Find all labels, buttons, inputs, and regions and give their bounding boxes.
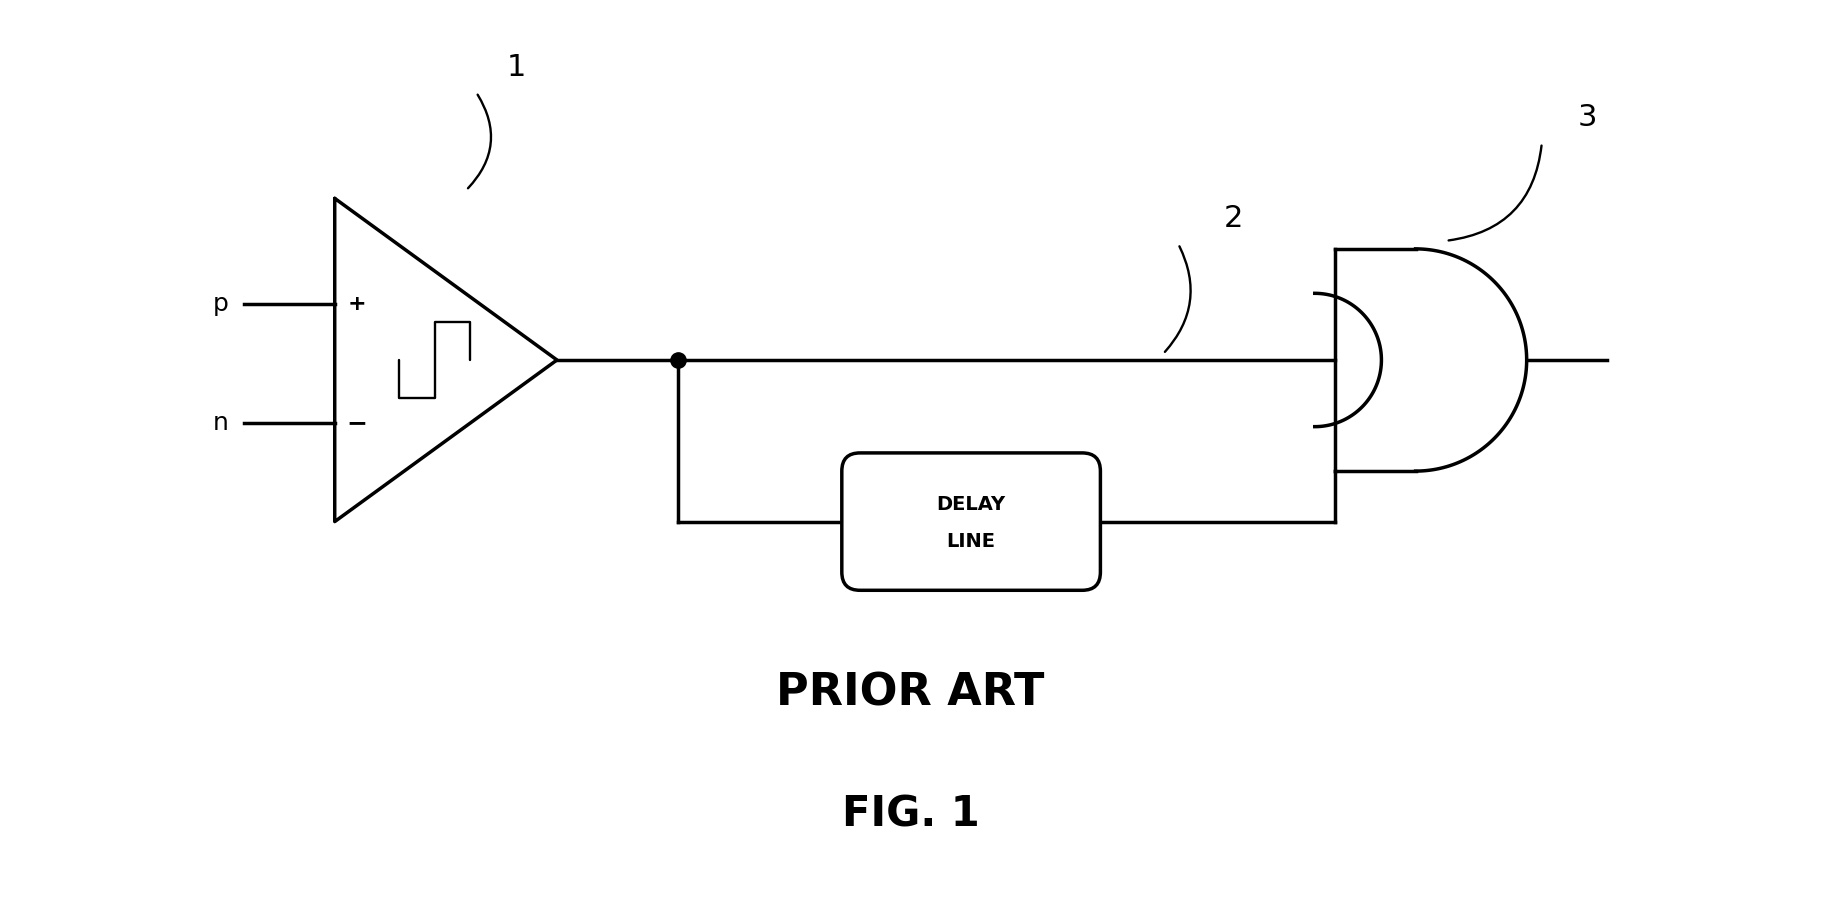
Text: +: + [348, 294, 366, 314]
Text: FIG. 1: FIG. 1 [841, 794, 980, 835]
Text: 2: 2 [1224, 204, 1244, 233]
Text: n: n [213, 410, 229, 434]
Text: PRIOR ART: PRIOR ART [776, 672, 1045, 715]
Text: −: − [346, 410, 368, 434]
Text: 3: 3 [1577, 103, 1597, 132]
Text: LINE: LINE [947, 532, 996, 551]
Text: 1: 1 [506, 53, 526, 81]
Text: DELAY: DELAY [936, 495, 1005, 514]
Text: p: p [213, 292, 229, 316]
FancyBboxPatch shape [841, 453, 1100, 590]
